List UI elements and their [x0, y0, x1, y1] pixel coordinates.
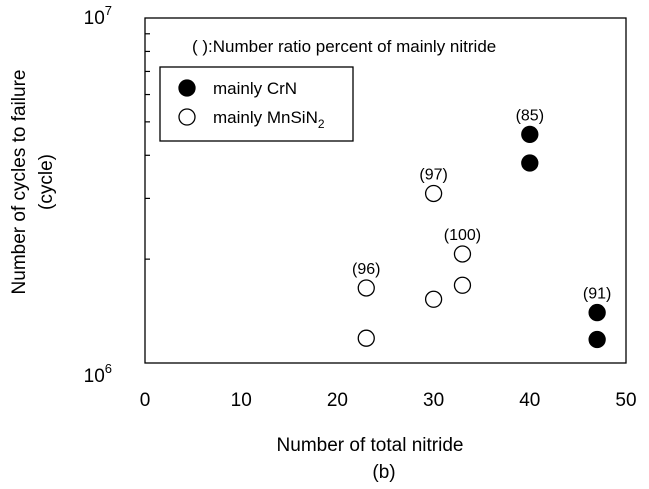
y-axis-label-line2: (cycle): [36, 154, 57, 210]
data-points: [357, 125, 606, 349]
x-tick-label: 10: [231, 390, 252, 411]
legend-marker-filled: [178, 79, 196, 97]
legend: mainly CrN mainly MnSiN2: [159, 66, 354, 142]
point-annotation: (91): [583, 286, 611, 303]
x-tick-label: 20: [327, 390, 348, 411]
y-minor-ticks: [145, 33, 150, 260]
point-mainly-mnsin2: [453, 276, 472, 294]
x-tick-label: 0: [140, 390, 151, 411]
point-mainly-crn: [588, 303, 606, 322]
legend-box: [159, 66, 354, 142]
legend-label-mnsin2: mainly MnSiN2: [213, 108, 325, 131]
point-annotation: (96): [352, 261, 380, 278]
ratio-note: ( ):Number ratio percent of mainly nitri…: [192, 37, 496, 56]
x-tick-label: 40: [519, 390, 540, 411]
point-mainly-mnsin2: [357, 329, 375, 347]
point-mainly-crn: [521, 154, 539, 172]
x-tick-label: 30: [423, 390, 444, 411]
legend-marker-open: [178, 108, 196, 126]
point-mainly-mnsin2: [424, 290, 443, 308]
legend-label-crn: mainly CrN: [213, 79, 297, 98]
y-axis-label-line1: Number of cycles to failure: [9, 70, 30, 295]
point-mainly-mnsin2: [357, 279, 375, 297]
point-mainly-mnsin2: [453, 245, 472, 263]
panel-label: (b): [372, 462, 395, 483]
point-mainly-crn: [588, 330, 606, 349]
y-tick-label-upper: 107: [84, 3, 112, 29]
point-annotation: (100): [444, 227, 481, 244]
x-tick-label: 50: [615, 390, 636, 411]
point-mainly-crn: [521, 125, 539, 143]
point-annotation: (85): [516, 107, 544, 124]
x-axis-label: Number of total nitride: [277, 435, 464, 456]
point-annotation: (97): [419, 166, 447, 183]
point-mainly-mnsin2: [424, 184, 443, 203]
y-tick-label-lower: 106: [84, 361, 112, 387]
data-annotations: (96) (97) (100) (85) (91): [352, 107, 611, 302]
plot-frame: [144, 17, 627, 364]
x-tick-labels: 0 10 20 30 40 50: [140, 390, 637, 411]
